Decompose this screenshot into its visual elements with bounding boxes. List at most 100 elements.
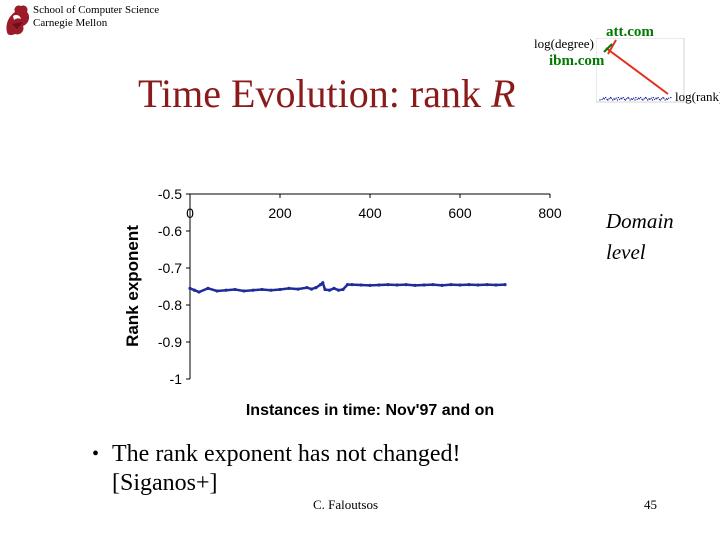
x-axis-label: Instances in time: Nov'97 and on bbox=[246, 402, 494, 419]
data-point bbox=[269, 288, 273, 292]
inset-dot bbox=[658, 98, 661, 101]
inset-dot bbox=[644, 96, 647, 99]
data-point bbox=[503, 283, 507, 287]
data-point bbox=[233, 287, 237, 292]
inset-dot bbox=[608, 98, 610, 100]
inset-dot bbox=[630, 98, 633, 100]
inset-dot bbox=[629, 99, 631, 101]
data-point bbox=[341, 287, 345, 292]
data-point bbox=[476, 283, 480, 287]
inset-dot bbox=[639, 96, 642, 99]
inset-dot bbox=[616, 99, 619, 101]
data-point bbox=[350, 283, 354, 287]
data-point bbox=[494, 283, 498, 287]
inset-dot bbox=[667, 97, 670, 99]
data-point bbox=[192, 288, 197, 292]
page-title: Time Evolution: rank R bbox=[138, 70, 515, 117]
title-variable: R bbox=[490, 71, 516, 116]
inset-dot bbox=[613, 98, 615, 100]
data-point bbox=[260, 287, 264, 292]
bullet-icon: • bbox=[92, 443, 100, 465]
inset-ylabel: log(degree) bbox=[534, 36, 594, 51]
data-point bbox=[278, 287, 282, 292]
data-point bbox=[395, 283, 399, 287]
data-point bbox=[431, 283, 435, 287]
inset-dot bbox=[606, 98, 608, 101]
university-name: Carnegie Mellon bbox=[33, 17, 108, 29]
y-tick-label: -0.7 bbox=[158, 260, 182, 276]
inset-arrow-ibm bbox=[607, 39, 617, 55]
inset-dot bbox=[646, 99, 649, 101]
inset-dot bbox=[632, 97, 635, 99]
inset-dot bbox=[664, 99, 666, 101]
data-point bbox=[321, 281, 325, 285]
title-text: Time Evolution: rank bbox=[138, 71, 481, 116]
x-tick-label: 600 bbox=[448, 205, 472, 221]
inset-dot bbox=[653, 98, 656, 101]
inset-dot bbox=[655, 97, 657, 99]
data-point bbox=[336, 288, 341, 292]
x-tick-label: 400 bbox=[358, 205, 382, 221]
inset-dot bbox=[602, 97, 605, 99]
data-point bbox=[485, 283, 489, 287]
inset-arrow-att bbox=[605, 47, 669, 95]
data-point bbox=[287, 286, 291, 290]
rank-exponent-chart: -0.5 -0.6 -0.7 -0.8 -0.9 -1 0 200 400 600 800 Ran… bbox=[123, 186, 562, 419]
inset-dot bbox=[643, 98, 645, 100]
data-point bbox=[242, 289, 246, 293]
page-number: 45 bbox=[644, 497, 657, 512]
inset-dot bbox=[657, 96, 659, 99]
data-point bbox=[206, 286, 210, 290]
inset-dot bbox=[665, 98, 668, 100]
data-point bbox=[413, 283, 417, 287]
inset-dot bbox=[618, 98, 621, 101]
inset-dot bbox=[604, 96, 607, 99]
inset-dot bbox=[648, 98, 650, 100]
inset-dot bbox=[620, 97, 622, 99]
data-point bbox=[318, 283, 323, 287]
inset-dot bbox=[623, 98, 626, 101]
inset-dot bbox=[625, 98, 628, 100]
y-tick-label: -0.5 bbox=[158, 186, 182, 202]
cmu-logo-icon bbox=[6, 5, 30, 36]
bullet-point: • The rank exponent has not changed! [Si… bbox=[92, 440, 461, 498]
data-point bbox=[224, 288, 228, 292]
school-header: School of Computer Science Carnegie Mell… bbox=[33, 4, 159, 30]
note-line-1: Domain bbox=[606, 209, 674, 233]
inset-dot bbox=[609, 96, 612, 99]
inset-dot bbox=[651, 99, 654, 101]
inset-plot bbox=[596, 38, 685, 103]
y-tick-label: -0.9 bbox=[158, 334, 182, 350]
data-point bbox=[467, 283, 471, 287]
data-point bbox=[327, 288, 332, 292]
data-point bbox=[332, 286, 336, 290]
inset-dot bbox=[662, 96, 664, 99]
inset-xlabel: log(rank) bbox=[675, 89, 720, 104]
inset-dot bbox=[622, 96, 624, 99]
data-point bbox=[386, 283, 390, 287]
bullet-line-2: [Siganos+] bbox=[112, 470, 218, 496]
bullet-line-1: The rank exponent has not changed! bbox=[112, 441, 461, 467]
data-point bbox=[377, 283, 381, 287]
domain-level-note: Domain level bbox=[606, 206, 674, 268]
inset-dot bbox=[599, 99, 601, 101]
inset-dot bbox=[611, 99, 614, 101]
x-tick-label: 0 bbox=[186, 205, 194, 221]
data-point bbox=[305, 286, 309, 290]
data-point bbox=[188, 286, 192, 290]
data-point bbox=[314, 286, 318, 290]
note-line-2: level bbox=[606, 240, 646, 264]
y-tick-label: -1 bbox=[170, 371, 183, 387]
inset-dot bbox=[634, 99, 636, 101]
data-point bbox=[215, 289, 219, 293]
inset-dot bbox=[635, 96, 637, 99]
inset-dot bbox=[615, 97, 617, 99]
data-point bbox=[296, 287, 300, 291]
data-point bbox=[404, 283, 408, 287]
data-point bbox=[458, 283, 462, 287]
y-axis-label: Rank exponent bbox=[123, 225, 142, 347]
data-point bbox=[422, 283, 426, 287]
data-point bbox=[359, 283, 363, 287]
inset-label-att: att.com bbox=[606, 24, 654, 40]
x-tick-label: 800 bbox=[538, 205, 562, 221]
